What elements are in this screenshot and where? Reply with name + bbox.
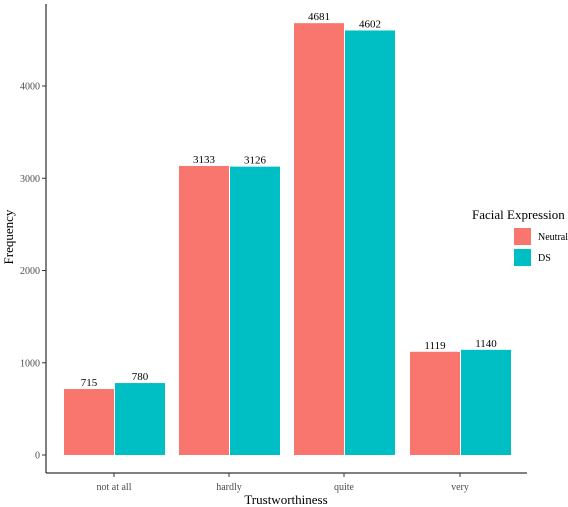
y-tick-label: 4000 (20, 82, 40, 93)
legend-swatch-neutral (514, 228, 531, 245)
x-ticks-group: not at all hardly quite very (97, 473, 469, 493)
data-label-neutral-1: 715 (81, 377, 98, 389)
y-tick-label: 2000 (20, 266, 40, 277)
data-label-ds-2: 3126 (244, 155, 267, 167)
axes-group (45, 4, 527, 474)
bar-neutral-4 (410, 351, 460, 455)
legend-label-neutral: Neutral (538, 232, 568, 243)
bar-neutral-3 (294, 23, 344, 456)
bar-neutral-2 (179, 165, 229, 455)
legend-swatch-ds (514, 249, 531, 266)
bar-ds-4 (461, 349, 511, 455)
bar-ds-2 (230, 166, 280, 455)
bars-group (64, 23, 511, 456)
y-tick-label: 3000 (20, 174, 40, 185)
legend-label-ds: DS (538, 253, 551, 264)
y-axis-title: Frequency (1, 209, 16, 264)
x-axis-title: Trustworthiness (244, 492, 327, 507)
bar-ds-3 (345, 30, 395, 455)
x-tick-label: hardly (216, 482, 242, 493)
x-tick-label: quite (334, 482, 355, 493)
data-label-neutral-3: 4681 (308, 11, 330, 23)
bar-ds-1 (115, 383, 165, 455)
data-label-ds-3: 4602 (359, 18, 381, 30)
data-label-neutral-4: 1119 (424, 340, 446, 352)
y-tick-label: 1000 (20, 358, 40, 369)
x-tick-label: not at all (97, 482, 132, 493)
data-labels-group: 715 780 3133 3126 4681 4602 1119 1140 (81, 11, 498, 389)
legend: Facial Expression Neutral DS (472, 207, 568, 266)
data-label-ds-1: 780 (132, 371, 149, 383)
y-ticks-group: 0 1000 2000 3000 4000 (20, 82, 46, 462)
bar-neutral-1 (64, 389, 114, 455)
data-label-ds-4: 1140 (475, 338, 497, 350)
y-tick-label: 0 (35, 451, 40, 462)
legend-title: Facial Expression (472, 207, 565, 222)
x-tick-label: very (451, 482, 469, 493)
data-label-neutral-2: 3133 (193, 154, 216, 166)
